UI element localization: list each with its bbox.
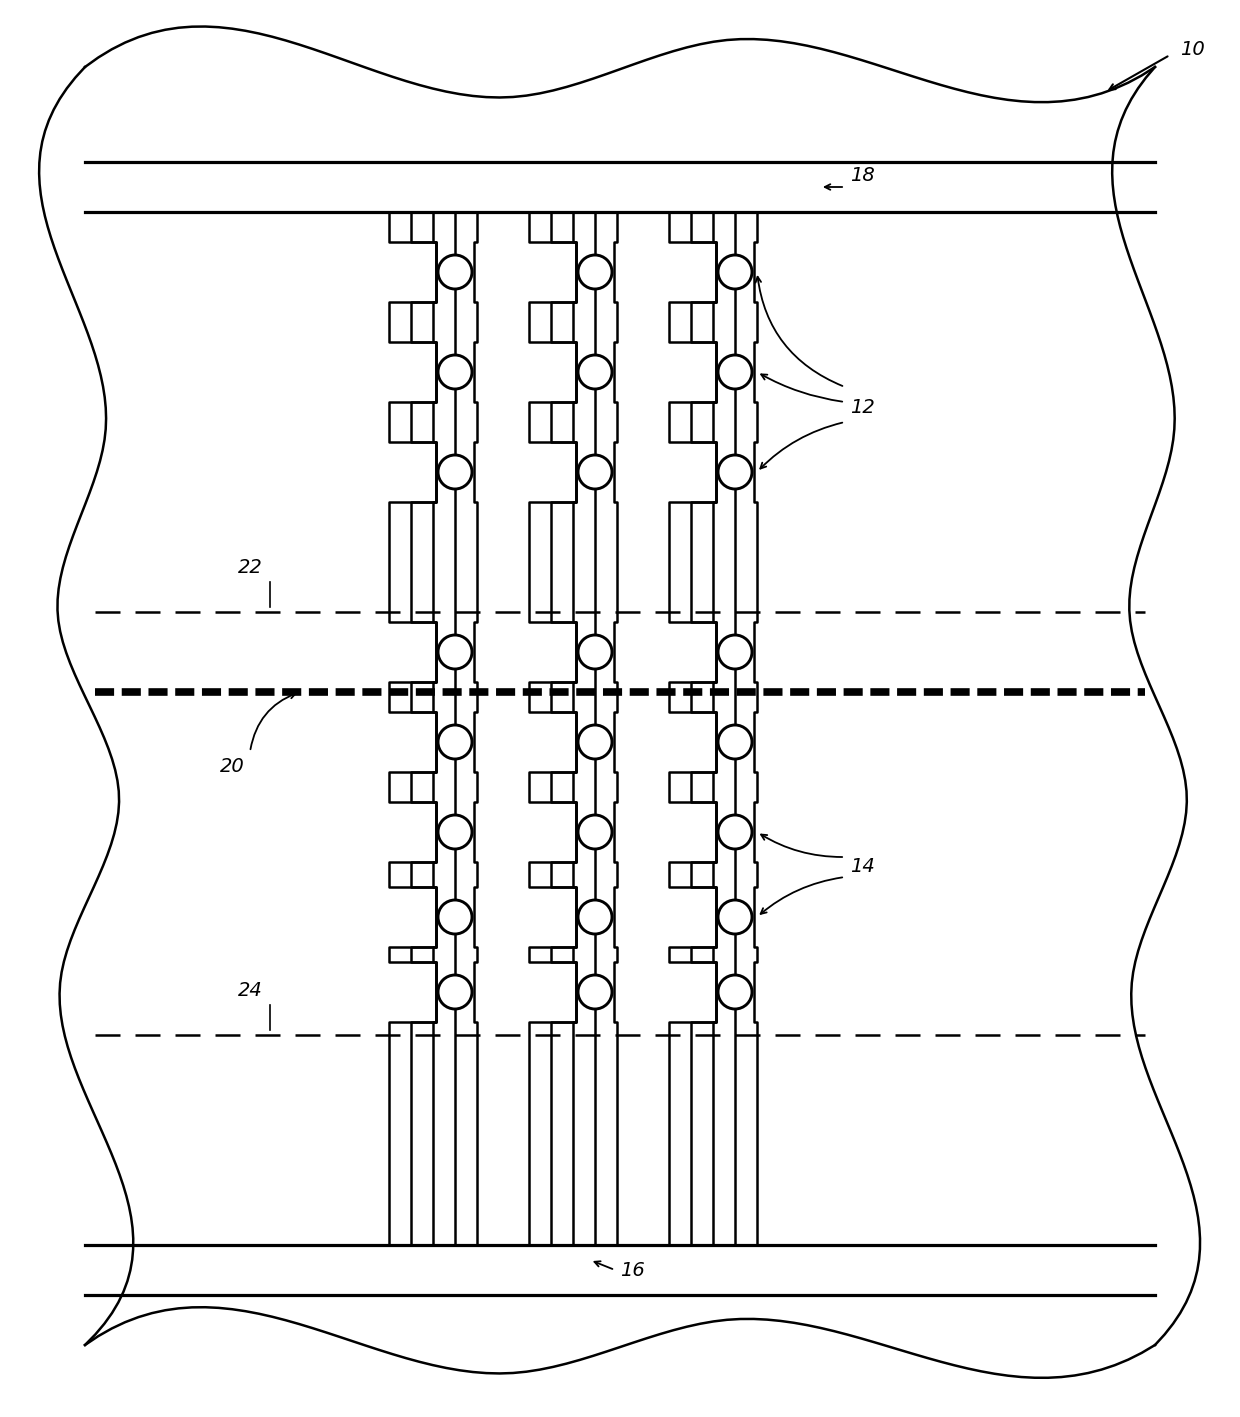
Circle shape bbox=[438, 356, 472, 390]
Circle shape bbox=[578, 635, 613, 669]
Circle shape bbox=[438, 900, 472, 934]
Circle shape bbox=[578, 726, 613, 760]
Text: 12: 12 bbox=[849, 398, 874, 417]
Circle shape bbox=[438, 975, 472, 1009]
Circle shape bbox=[438, 255, 472, 289]
Text: 16: 16 bbox=[620, 1261, 645, 1280]
Circle shape bbox=[578, 356, 613, 390]
Circle shape bbox=[438, 455, 472, 489]
Text: 14: 14 bbox=[849, 857, 874, 877]
Text: 22: 22 bbox=[238, 558, 263, 577]
Text: 20: 20 bbox=[219, 758, 244, 777]
Circle shape bbox=[718, 815, 751, 849]
Circle shape bbox=[438, 726, 472, 760]
Circle shape bbox=[718, 726, 751, 760]
Circle shape bbox=[578, 255, 613, 289]
Circle shape bbox=[578, 455, 613, 489]
Circle shape bbox=[578, 815, 613, 849]
Circle shape bbox=[718, 356, 751, 390]
Circle shape bbox=[718, 455, 751, 489]
Text: 18: 18 bbox=[849, 166, 874, 184]
Circle shape bbox=[718, 975, 751, 1009]
Circle shape bbox=[718, 635, 751, 669]
Text: 10: 10 bbox=[1180, 40, 1205, 58]
Circle shape bbox=[438, 815, 472, 849]
Circle shape bbox=[718, 900, 751, 934]
Circle shape bbox=[578, 900, 613, 934]
Circle shape bbox=[718, 255, 751, 289]
Text: 24: 24 bbox=[238, 981, 263, 1000]
Circle shape bbox=[438, 635, 472, 669]
Circle shape bbox=[578, 975, 613, 1009]
